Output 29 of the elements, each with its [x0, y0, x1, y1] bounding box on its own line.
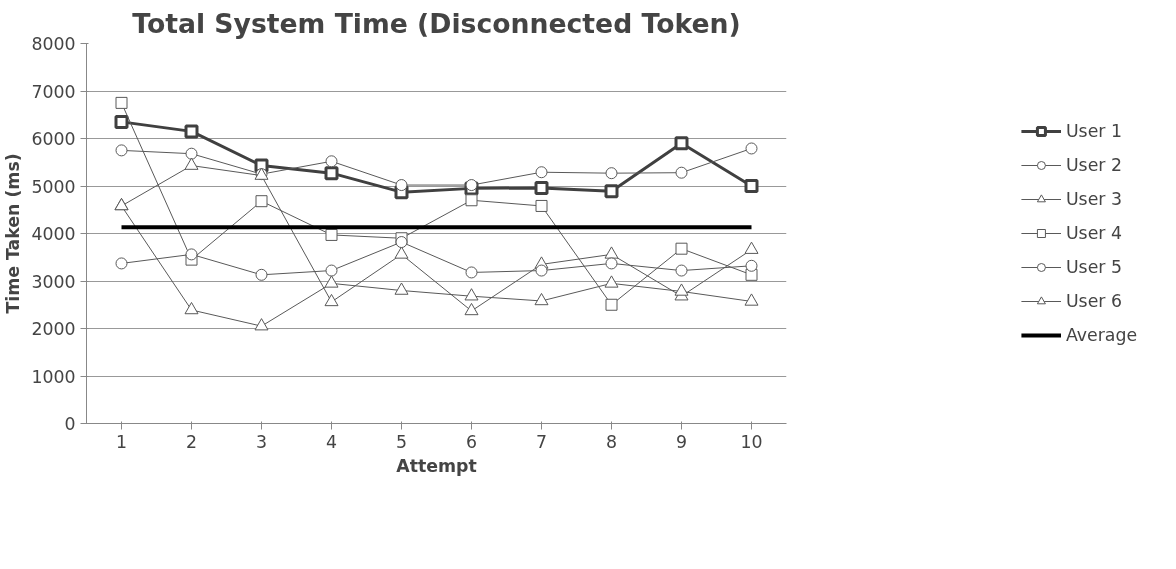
x-tick-label: 2 — [185, 431, 198, 452]
chart-title: Total System Time (Disconnected Token) — [132, 7, 741, 39]
x-tick-label: 3 — [255, 431, 268, 452]
x-tick-label: 1 — [115, 431, 128, 452]
y-tick-label: 0 — [64, 414, 76, 434]
y-tick-label: 8000 — [31, 34, 76, 54]
x-tick-label: 4 — [325, 431, 338, 452]
y-tick-label: 6000 — [31, 129, 76, 149]
y-tick-label: 1000 — [31, 366, 76, 387]
x-tick-label: 7 — [535, 431, 548, 452]
y-tick-label: 5000 — [31, 176, 76, 197]
y-axis-title: Time Taken (ms) — [3, 153, 24, 314]
legend-label: User 5 — [1065, 257, 1123, 277]
x-axis-title: Attempt — [396, 455, 477, 476]
legend-label: User 4 — [1065, 223, 1123, 243]
x-tick-label: 5 — [395, 431, 408, 452]
y-tick-label: 4000 — [31, 224, 76, 244]
y-tick-label: 3000 — [31, 271, 76, 292]
legend-label: User 3 — [1065, 189, 1123, 209]
y-tick-label: 7000 — [31, 81, 76, 102]
x-tick-label: 9 — [675, 431, 688, 452]
legend-label: Average — [1065, 325, 1138, 345]
legend-label: User 6 — [1065, 291, 1123, 311]
y-tick-label: 2000 — [31, 319, 76, 339]
x-tick-label: 8 — [605, 431, 618, 452]
legend-label: User 2 — [1065, 155, 1123, 175]
legend-label: User 1 — [1065, 121, 1123, 141]
x-tick-label: 10 — [740, 431, 763, 452]
x-tick-label: 6 — [465, 431, 478, 452]
